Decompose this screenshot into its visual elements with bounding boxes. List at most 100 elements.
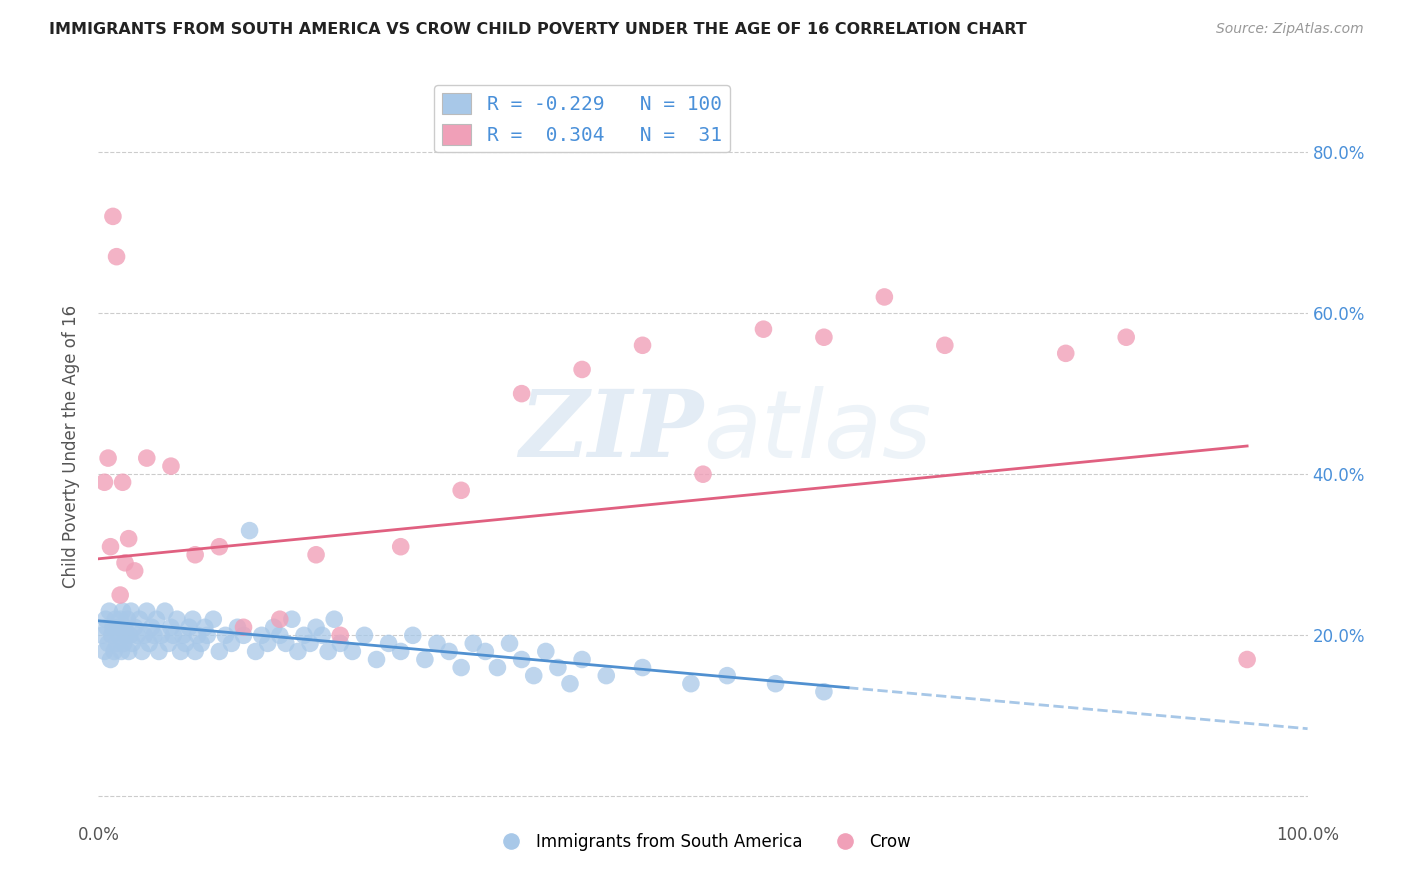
- Point: [134, 628, 156, 642]
- Point: [108, 612, 131, 626]
- Point: [232, 620, 254, 634]
- Point: [172, 628, 194, 642]
- Point: [377, 636, 399, 650]
- Text: IMMIGRANTS FROM SOUTH AMERICA VS CROW CHILD POVERTY UNDER THE AGE OF 16 CORRELAT: IMMIGRANTS FROM SOUTH AMERICA VS CROW CH…: [49, 22, 1026, 37]
- Point: [114, 620, 136, 634]
- Point: [329, 636, 352, 650]
- Point: [124, 620, 146, 634]
- Point: [269, 612, 291, 626]
- Point: [256, 636, 278, 650]
- Point: [450, 660, 472, 674]
- Point: [323, 612, 346, 626]
- Point: [474, 644, 496, 658]
- Point: [143, 628, 166, 642]
- Point: [124, 564, 146, 578]
- Point: [287, 644, 309, 658]
- Point: [157, 636, 180, 650]
- Point: [118, 628, 141, 642]
- Point: [195, 628, 218, 642]
- Point: [498, 636, 520, 650]
- Point: [166, 612, 188, 626]
- Text: Source: ZipAtlas.com: Source: ZipAtlas.com: [1216, 22, 1364, 37]
- Point: [316, 644, 339, 658]
- Point: [226, 620, 249, 634]
- Point: [111, 604, 134, 618]
- Point: [112, 636, 135, 650]
- Point: [534, 644, 557, 658]
- Point: [1115, 330, 1137, 344]
- Point: [101, 620, 124, 634]
- Point: [305, 620, 328, 634]
- Point: [631, 338, 654, 352]
- Point: [97, 451, 120, 466]
- Point: [274, 636, 297, 650]
- Point: [631, 660, 654, 674]
- Point: [873, 290, 896, 304]
- Point: [100, 540, 122, 554]
- Point: [184, 644, 207, 658]
- Point: [115, 628, 138, 642]
- Point: [121, 636, 143, 650]
- Point: [595, 668, 617, 682]
- Point: [813, 684, 835, 698]
- Point: [510, 386, 533, 401]
- Point: [93, 644, 115, 658]
- Point: [141, 620, 163, 634]
- Point: [96, 620, 118, 634]
- Text: ZIP: ZIP: [519, 386, 703, 476]
- Point: [110, 644, 132, 658]
- Point: [148, 644, 170, 658]
- Point: [91, 628, 114, 642]
- Point: [214, 628, 236, 642]
- Point: [127, 628, 149, 642]
- Point: [111, 475, 134, 490]
- Point: [1236, 652, 1258, 666]
- Point: [299, 636, 322, 650]
- Point: [353, 628, 375, 642]
- Point: [311, 628, 333, 642]
- Point: [232, 628, 254, 642]
- Point: [450, 483, 472, 498]
- Point: [105, 250, 128, 264]
- Point: [208, 540, 231, 554]
- Point: [510, 652, 533, 666]
- Point: [389, 644, 412, 658]
- Point: [145, 612, 167, 626]
- Point: [934, 338, 956, 352]
- Point: [486, 660, 509, 674]
- Point: [765, 676, 787, 690]
- Point: [402, 628, 425, 642]
- Point: [117, 612, 139, 626]
- Point: [1054, 346, 1077, 360]
- Point: [169, 644, 191, 658]
- Point: [135, 604, 157, 618]
- Point: [184, 548, 207, 562]
- Point: [150, 628, 173, 642]
- Point: [292, 628, 315, 642]
- Point: [571, 362, 593, 376]
- Point: [162, 628, 184, 642]
- Legend: Immigrants from South America, Crow: Immigrants from South America, Crow: [488, 826, 918, 857]
- Point: [329, 628, 352, 642]
- Point: [100, 628, 122, 642]
- Point: [208, 644, 231, 658]
- Point: [463, 636, 485, 650]
- Point: [131, 644, 153, 658]
- Point: [281, 612, 304, 626]
- Point: [97, 636, 120, 650]
- Point: [221, 636, 243, 650]
- Point: [366, 652, 388, 666]
- Point: [342, 644, 364, 658]
- Point: [160, 620, 183, 634]
- Point: [153, 604, 176, 618]
- Point: [571, 652, 593, 666]
- Point: [128, 612, 150, 626]
- Point: [692, 467, 714, 482]
- Y-axis label: Child Poverty Under the Age of 16: Child Poverty Under the Age of 16: [62, 304, 80, 588]
- Point: [105, 636, 128, 650]
- Point: [187, 628, 209, 642]
- Point: [94, 612, 117, 626]
- Point: [523, 668, 546, 682]
- Point: [813, 330, 835, 344]
- Point: [558, 676, 581, 690]
